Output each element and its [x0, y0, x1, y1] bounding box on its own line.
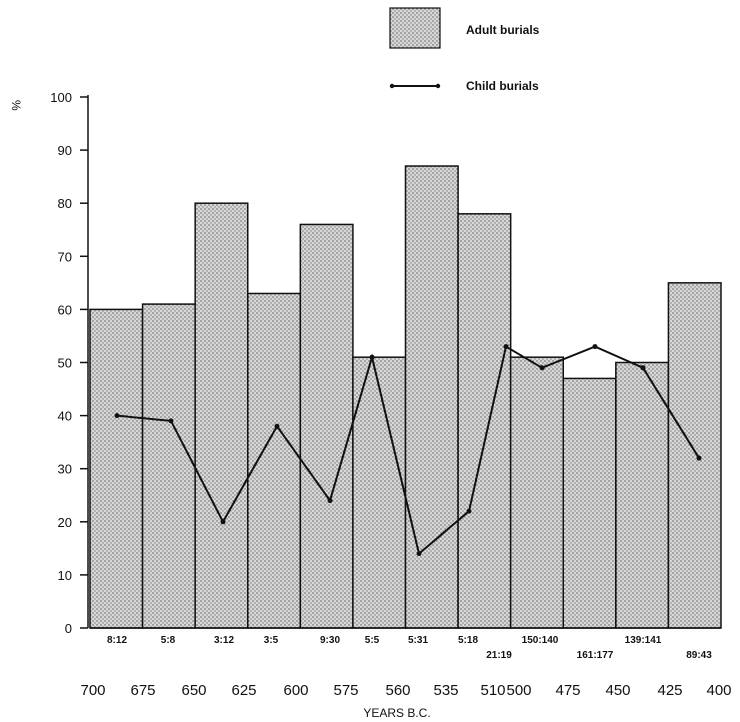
x-tick-label: 625: [231, 682, 256, 699]
y-tick-label: 100: [50, 90, 72, 105]
ratio-label: 9:30: [320, 635, 340, 646]
x-tick-label: 535: [433, 682, 458, 699]
ratio-label: 3:12: [214, 635, 234, 646]
child-burials-point: [327, 498, 333, 504]
adult-burials-bars: [89, 165, 722, 629]
ratio-label: 89:43: [686, 650, 712, 661]
legend-bar-swatch: [389, 7, 441, 49]
x-tick-label: 510: [480, 682, 505, 699]
legend-line-marker: [435, 83, 441, 89]
adult-burials-bar: [404, 165, 459, 629]
x-tick-label: 560: [385, 682, 410, 699]
x-tick-label: 650: [181, 682, 206, 699]
adult-burials-bar: [141, 303, 196, 629]
x-tick-label: 400: [706, 682, 731, 699]
x-tick-label: 450: [605, 682, 630, 699]
ratio-label: 161:177: [577, 650, 614, 661]
adult-burials-bar: [615, 361, 670, 629]
child-burials-point: [640, 365, 646, 371]
x-axis: 700 675 650 625 600 575 560 535 510 500 475 450 425 4…: [80, 682, 731, 699]
child-burials-point: [696, 455, 702, 461]
x-tick-label: 700: [80, 682, 105, 699]
ratio-label: 150:140: [522, 635, 559, 646]
child-burials-point: [539, 365, 545, 371]
y-tick-label: 30: [58, 462, 72, 477]
y-tick-label: 70: [58, 249, 72, 264]
child-burials-point: [369, 354, 375, 360]
child-burials-line: [114, 344, 702, 557]
child-burials-point: [114, 413, 120, 419]
adult-burials-bar: [562, 377, 617, 629]
ratio-label: 8:12: [107, 635, 127, 646]
adult-burials-bar: [194, 202, 249, 629]
y-tick-label: 40: [58, 409, 72, 424]
y-tick-label: 50: [58, 356, 72, 371]
ratio-label: 5:31: [408, 635, 428, 646]
y-axis-label: %: [9, 100, 23, 111]
x-tick-label: 425: [657, 682, 682, 699]
ratio-labels: 8:12 5:8 3:12 3:5 9:30 5:5 5:31 5:18 21:19 150:14…: [107, 635, 712, 661]
child-burials-point: [503, 344, 509, 350]
y-tick-label: 90: [58, 143, 72, 158]
child-burials-point: [466, 508, 472, 514]
ratio-label: 21:19: [486, 650, 512, 661]
x-tick-label: 575: [333, 682, 358, 699]
adult-burials-bar: [509, 356, 564, 629]
child-burials-point: [416, 551, 422, 557]
x-tick-label: 675: [130, 682, 155, 699]
adult-burials-bar: [457, 213, 512, 629]
child-burials-point: [220, 519, 226, 525]
y-axis: 0 10 20 30 40 50 60 70 80 90 100: [50, 90, 89, 636]
y-tick-label: 80: [58, 196, 72, 211]
y-tick-label: 60: [58, 302, 72, 317]
x-tick-label: 475: [555, 682, 580, 699]
adult-burials-bar: [89, 308, 144, 629]
adult-burials-bar: [667, 282, 722, 629]
ratio-label: 5:8: [161, 635, 176, 646]
adult-burials-bar: [299, 223, 354, 629]
y-tick-label: 0: [65, 621, 72, 636]
child-burials-point: [274, 423, 280, 429]
child-burials-point: [592, 344, 598, 350]
legend-line-marker: [389, 83, 395, 89]
child-burials-point: [168, 418, 174, 424]
x-tick-label: 500: [506, 682, 531, 699]
adult-burials-bar: [247, 292, 302, 629]
legend-line-label: Child burials: [466, 79, 539, 93]
ratio-label: 3:5: [264, 635, 279, 646]
y-tick-label: 20: [58, 515, 72, 530]
legend: Adult burials Child burials: [389, 7, 540, 93]
y-tick-label: 10: [58, 568, 72, 583]
ratio-label: 5:5: [365, 635, 380, 646]
ratio-label: 139:141: [625, 635, 662, 646]
legend-bar-label: Adult burials: [466, 23, 540, 37]
ratio-label: 5:18: [458, 635, 478, 646]
x-axis-label: YEARS B.C.: [363, 706, 430, 720]
x-tick-label: 600: [283, 682, 308, 699]
